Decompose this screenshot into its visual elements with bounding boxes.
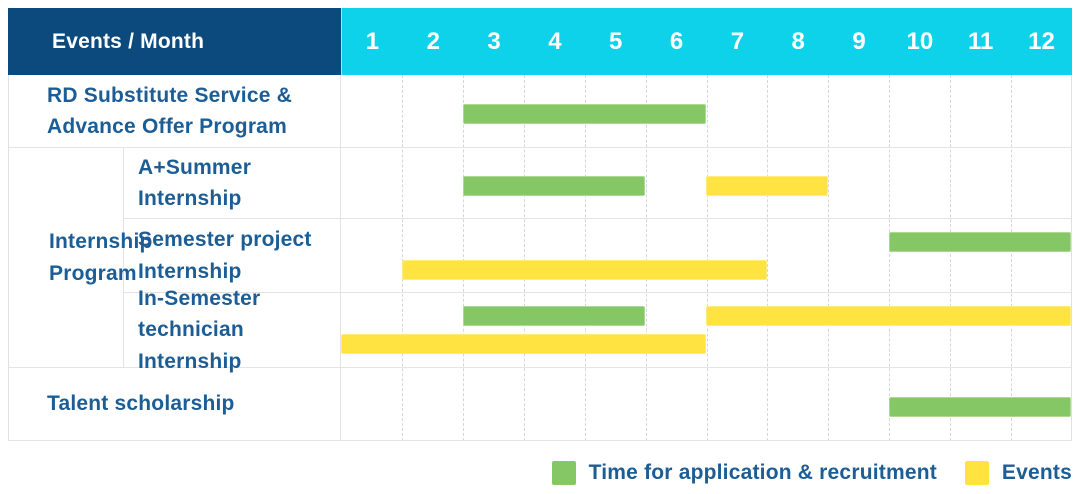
month-header-row: 1 2 3 4 5 6 7 8 9 10 11 12: [341, 8, 1072, 75]
bars-cell-semester-project-internship: [341, 219, 1072, 293]
gantt-bar-application-m3-m5: [462, 306, 646, 326]
month-label-11: 11: [968, 27, 994, 55]
month-label-1: 1: [365, 27, 380, 55]
gantt-bar-event-m1-m6: [341, 334, 706, 354]
row-label-rd-substitute-service-advance-offer-program: RD Substitute Service & Advance Offer Pr…: [8, 75, 341, 148]
month-label-6: 6: [669, 27, 684, 55]
events-color-swatch: [964, 461, 989, 485]
month-label-8: 8: [791, 27, 805, 55]
month-label-10: 10: [906, 27, 934, 55]
month-label-5: 5: [609, 27, 623, 55]
month-label-4: 4: [548, 27, 562, 55]
gantt-bar-application-m10-m12: [888, 232, 1071, 252]
gantt-bar-event-m7-m8: [706, 176, 828, 196]
row-label-a-summer-internship: A+Summer Internship: [124, 148, 341, 219]
row-label-in-semester-technician-internship: In-Semester technician Internship: [124, 287, 341, 373]
bars-cell-talent-scholarship: [341, 368, 1072, 441]
corner-header-events-month: Events / Month: [8, 8, 341, 75]
bars-cell-in-semester-technician-internship: [341, 293, 1072, 368]
gantt-bar-application-m3-m6: [462, 104, 706, 124]
month-label-2: 2: [426, 27, 440, 55]
application-color-swatch: [551, 461, 576, 485]
events-month-table: Events / Month 1 2 3 4 5 6 7 8 9 10 11 12 RD Substi…: [8, 8, 1072, 441]
bars-cell-rd-substitute-service-advance-offer-program: [341, 75, 1072, 148]
month-label-12: 12: [1028, 27, 1055, 55]
gantt-bar-event-m2-m7: [401, 260, 767, 280]
month-label-3: 3: [487, 27, 501, 55]
legend-label-application: Time for application & recruitment: [588, 461, 937, 484]
month-label-9: 9: [852, 27, 866, 55]
legend-label-events: Events: [1001, 461, 1072, 484]
group-label-internship-program: Internship Program: [8, 148, 152, 368]
legend: Time for application & recruitment Event…: [8, 461, 1072, 485]
row-label-talent-scholarship: Talent scholarship: [8, 368, 341, 441]
month-label-7: 7: [730, 27, 745, 55]
row-label-semester-project-internship: Semester project Internship: [124, 219, 341, 293]
gantt-bar-application-m3-m5: [462, 176, 646, 196]
gantt-bar-application-m10-m12: [888, 397, 1071, 417]
legend-item-application: Time for application & recruitment: [551, 461, 937, 485]
bars-cell-a-summer-internship: [341, 148, 1072, 219]
legend-item-events: Events: [964, 461, 1072, 485]
gantt-bar-event-m7-m12: [706, 306, 1071, 326]
